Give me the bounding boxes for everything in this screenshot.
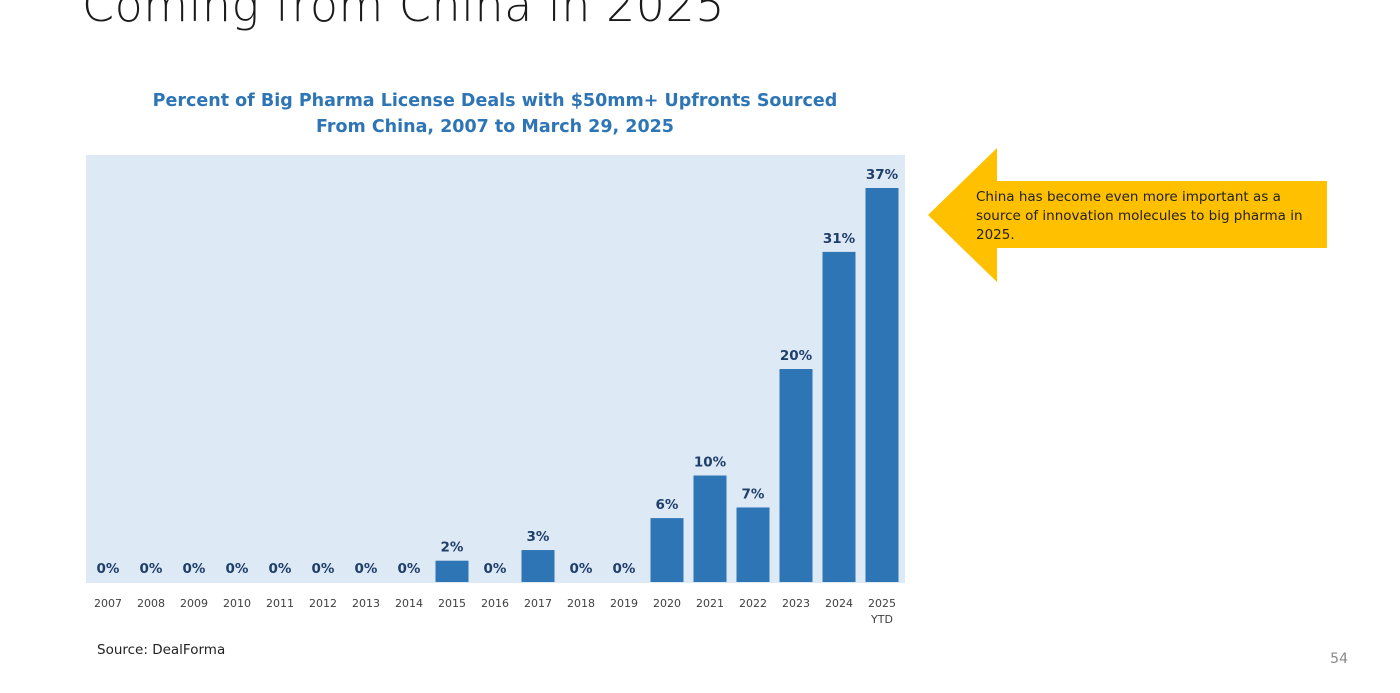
data-label: 0% [355, 561, 378, 577]
data-label: 2% [441, 540, 464, 556]
bar-2017 [521, 550, 555, 582]
x-tick-label: 2020 [653, 597, 681, 610]
x-tick-label: 2021 [696, 597, 724, 610]
data-label: 37% [866, 167, 899, 183]
callout-arrow [928, 148, 1327, 282]
x-tick-label: 2013 [352, 597, 380, 610]
x-tick-label: 2018 [567, 597, 595, 610]
data-label: 3% [527, 529, 550, 545]
x-tick-label: 2012 [309, 597, 337, 610]
data-label: 31% [823, 231, 856, 247]
x-tick-label: 2014 [395, 597, 423, 610]
bar-2022 [736, 507, 770, 582]
x-tick-label: 2016 [481, 597, 509, 610]
source-note: Source: DealForma [97, 642, 226, 658]
bar-2024 [822, 251, 856, 582]
x-tick-label: 2009 [180, 597, 208, 610]
x-tick-label: 2010 [223, 597, 251, 610]
bar-2015 [435, 560, 469, 582]
data-label: 0% [226, 561, 249, 577]
x-tick-label: 2022 [739, 597, 767, 610]
bar-2021 [693, 475, 727, 582]
data-label: 0% [97, 561, 120, 577]
data-label: 7% [742, 486, 765, 502]
data-label: 20% [780, 348, 813, 364]
data-label: 0% [398, 561, 421, 577]
bar-2023 [779, 369, 813, 582]
data-label: 10% [694, 455, 727, 471]
callout-text: China has become even more important as … [976, 189, 1303, 243]
data-label: 0% [312, 561, 335, 577]
x-tick-label: YTD [870, 613, 893, 626]
chart-title: Percent of Big Pharma License Deals with… [152, 91, 838, 137]
x-tick-label: 2024 [825, 597, 853, 610]
slide-title: Coming from China in 2025 [82, 0, 726, 32]
page-number: 54 [1330, 651, 1348, 667]
x-tick-label: 2008 [137, 597, 165, 610]
bar-2025-ytd [865, 188, 899, 582]
x-tick-label: 2015 [438, 597, 466, 610]
x-tick-label: 2017 [524, 597, 552, 610]
data-label: 0% [613, 561, 636, 577]
bar-2020 [650, 518, 684, 582]
data-label: 0% [570, 561, 593, 577]
x-tick-label: 2019 [610, 597, 638, 610]
x-tick-label: 2023 [782, 597, 810, 610]
data-label: 6% [656, 497, 679, 513]
data-label: 0% [140, 561, 163, 577]
x-tick-label: 2025 [868, 597, 896, 610]
x-tick-label: 2007 [94, 597, 122, 610]
x-tick-label: 2011 [266, 597, 294, 610]
data-label: 0% [269, 561, 292, 577]
data-label: 0% [484, 561, 507, 577]
data-label: 0% [183, 561, 206, 577]
